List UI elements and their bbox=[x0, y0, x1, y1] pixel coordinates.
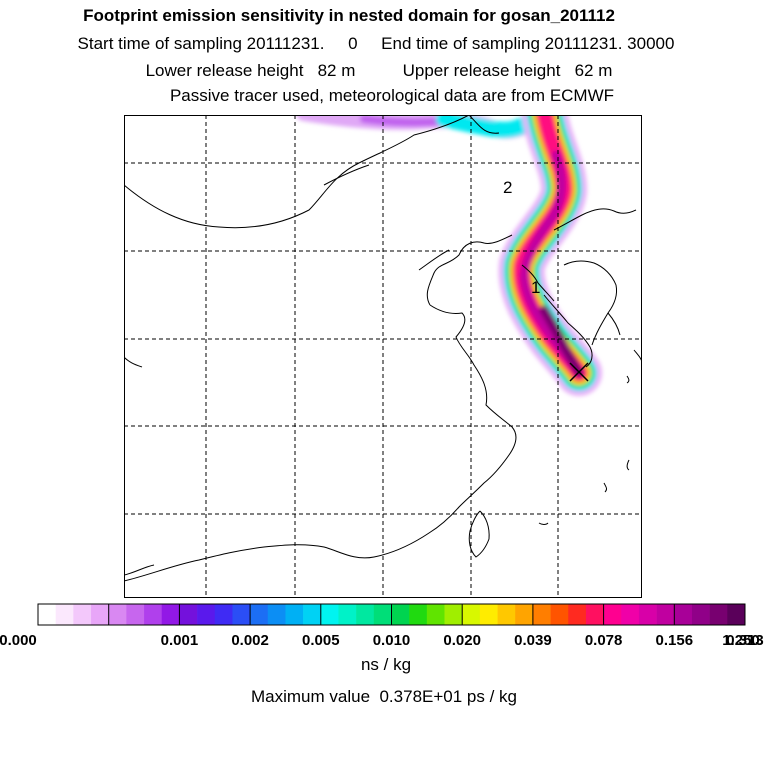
legend-color-cell bbox=[585, 604, 604, 625]
legend-tick-label: 0.156 bbox=[656, 632, 694, 649]
legend-color-cell bbox=[373, 604, 392, 625]
legend-tick-label: 0.002 bbox=[231, 632, 269, 649]
legend-tick-labels: 0.000 0.001 0.002 0.005 0.010 0.020 0.039 0.078… bbox=[0, 632, 764, 649]
legend-tick-label: 1.250 bbox=[722, 632, 760, 649]
color-legend: 0.000 0.001 0.002 0.005 0.010 0.020 0.039 0.078… bbox=[0, 603, 764, 649]
legend-color-cell bbox=[214, 604, 233, 625]
legend-color-cell bbox=[515, 604, 534, 625]
sensitivity-plume bbox=[296, 115, 602, 396]
legend-color-cell bbox=[356, 604, 375, 625]
legend-color-cell bbox=[656, 604, 675, 625]
legend-color-cell bbox=[108, 604, 127, 625]
legend-color-cell bbox=[497, 604, 516, 625]
legend-color-cell bbox=[621, 604, 640, 625]
legend-color-cell bbox=[391, 604, 410, 625]
legend-color-cell bbox=[727, 604, 746, 625]
legend-color-cell bbox=[303, 604, 322, 625]
legend-color-cell bbox=[338, 604, 357, 625]
legend-color-cell bbox=[267, 604, 286, 625]
legend-color-cell bbox=[532, 604, 551, 625]
legend-color-cell bbox=[285, 604, 304, 625]
legend-tick-label: 0.313 bbox=[726, 632, 764, 649]
legend-color-cell bbox=[550, 604, 569, 625]
legend-color-cell bbox=[638, 604, 657, 625]
legend-color-cell bbox=[603, 604, 622, 625]
legend-tick-label: 0.000 bbox=[0, 632, 37, 649]
legend-color-cell bbox=[126, 604, 145, 625]
legend-color-cell bbox=[144, 604, 163, 625]
legend-color-cell bbox=[179, 604, 198, 625]
legend-tick-label: 0.005 bbox=[302, 632, 340, 649]
legend-color-cell bbox=[444, 604, 463, 625]
legend-tick-label: 0.078 bbox=[585, 632, 623, 649]
sampling-time-line: Start time of sampling 20111231. 0 End t… bbox=[77, 34, 675, 53]
legend-color-cell bbox=[250, 604, 269, 625]
legend-color-cell bbox=[479, 604, 498, 625]
legend-color-cell bbox=[426, 604, 445, 625]
legend-tick-label: 0.020 bbox=[443, 632, 481, 649]
plot-title: Footprint emission sensitivity in nested… bbox=[83, 6, 615, 25]
map-frame bbox=[124, 115, 642, 598]
legend-color-cell bbox=[320, 604, 339, 625]
legend-color-cell bbox=[91, 604, 109, 625]
legend-tick-label: 0.039 bbox=[514, 632, 552, 649]
day-label-2: 2 bbox=[503, 178, 512, 197]
legend-color-cell bbox=[674, 604, 693, 625]
lat-lon-grid bbox=[124, 115, 642, 598]
legend-color-cell bbox=[709, 604, 728, 625]
release-point-x-icon bbox=[569, 362, 589, 382]
legend-color-cell bbox=[161, 604, 180, 625]
legend-color-cell bbox=[409, 604, 428, 625]
legend-color-cell bbox=[55, 604, 74, 625]
legend-unit-label: ns / kg bbox=[360, 655, 412, 674]
release-height-line: Lower release height 82 m Upper release … bbox=[145, 61, 613, 80]
maximum-value-label: Maximum value 0.378E+01 ps / kg bbox=[251, 687, 517, 706]
legend-color-cell bbox=[232, 604, 251, 625]
legend-color-cell bbox=[38, 604, 56, 625]
legend-tick-label: 0.010 bbox=[373, 632, 411, 649]
legend-color-cell bbox=[462, 604, 481, 625]
map-panel: 2 1 bbox=[124, 115, 642, 598]
legend-color-cell bbox=[691, 604, 710, 625]
legend-tick-label: 0.001 bbox=[161, 632, 199, 649]
legend-color-cells bbox=[37, 603, 746, 626]
legend-color-cell bbox=[73, 604, 92, 625]
day-label-1: 1 bbox=[531, 278, 540, 297]
legend-color-cell bbox=[197, 604, 216, 625]
tracer-info-line: Passive tracer used, meteorological data… bbox=[169, 86, 615, 105]
legend-color-cell bbox=[568, 604, 587, 625]
